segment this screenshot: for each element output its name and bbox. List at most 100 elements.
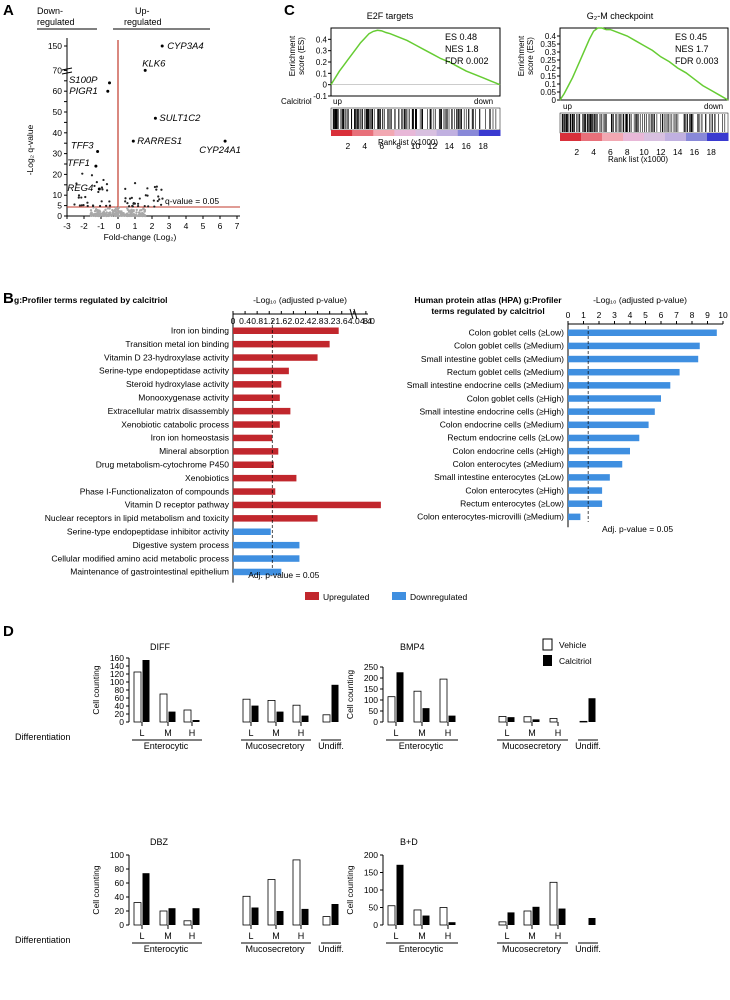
volcano-point (142, 207, 145, 211)
gene-label: CYP24A1 (199, 145, 241, 156)
gprofiler-term: Transition metal ion binding (125, 339, 229, 349)
volcano-point (124, 200, 127, 203)
hpa-xtick-label: 0 (566, 310, 571, 320)
gsea-rank-gradient (457, 130, 480, 136)
bar-calcitriol (142, 873, 150, 925)
volcano-point (90, 174, 94, 177)
hpa-term: Small intestine endocrine cells (≥Medium… (407, 380, 564, 390)
d-ytick-label: 100 (110, 850, 124, 860)
volcano-ylabel: -Log₂ q-value (25, 124, 35, 175)
panel-letter-a: A (3, 2, 14, 19)
bar-vehicle (439, 907, 448, 926)
d-xtick-label: M (418, 931, 426, 941)
hpa-term: Colon enterocytes-microvilli (≥Medium) (417, 512, 564, 522)
volcano-point (155, 188, 158, 191)
volcano-point (117, 206, 120, 210)
gsea-ytick-label: 0 (552, 96, 557, 105)
volcano-point (98, 210, 102, 213)
gsea-xtick-label: 12 (656, 147, 666, 157)
hpa-chart: Human protein atlas (HPA) g:Profiler ter… (407, 295, 728, 534)
hpa-term: Small intestine enterocytes (≥Low) (434, 472, 564, 482)
d-xtick-label: H (189, 728, 196, 738)
gprofiler-term: Steroid hydroxylase activity (126, 379, 230, 389)
volcano-gene-point (223, 139, 227, 143)
bar-vehicle (387, 905, 396, 926)
down-label-2: regulated (37, 17, 75, 27)
volcano-point (93, 184, 96, 188)
gsea-xtick-label: 4 (362, 141, 367, 151)
gprofiler-xtick-label: 0.8 (251, 316, 263, 326)
legend-vehicle-swatch (542, 638, 553, 651)
volcano-point (108, 200, 111, 203)
gsea-ytick-label: 0.2 (316, 58, 328, 67)
d-ylabel: Cell counting (91, 665, 101, 714)
bar-calcitriol (507, 912, 515, 925)
d-ylabel: Cell counting (345, 865, 355, 914)
volcano-gene-point (97, 187, 101, 191)
volcano-point (153, 185, 157, 189)
bar-calcitriol (588, 918, 596, 925)
volcano-point (80, 196, 83, 199)
d-ytick-label: 140 (110, 661, 124, 671)
gsea-xtick-label: 18 (706, 147, 716, 157)
gprofiler-xtick-label: 2.4 (300, 316, 312, 326)
gprofiler-chart: g:Profiler terms regulated by calcitriol… (14, 295, 381, 583)
volcano-point (105, 204, 108, 207)
gsea-xtick-label: 8 (625, 147, 630, 157)
volcano-point (158, 198, 161, 201)
gsea-e2f-xlabel: Rank list (x1000) (378, 138, 438, 147)
gsea-xtick-label: 16 (461, 141, 471, 151)
volcano-xtick-label: -2 (80, 221, 88, 231)
volcano-point (157, 195, 160, 198)
gprofiler-term: Digestive system process (133, 540, 229, 550)
legend-vehicle-label: Vehicle (559, 640, 587, 650)
gprofiler-bar (233, 555, 300, 562)
gprofiler-term: Extracellular matrix disassembly (108, 406, 230, 416)
enterocytic-label: Enterocytic (144, 741, 189, 751)
volcano-point (141, 214, 145, 217)
hpa-bar (568, 500, 603, 507)
bar-vehicle (387, 696, 396, 723)
volcano-point (103, 212, 106, 215)
gprofiler-term: Serine-type endopeptidase activity (99, 366, 230, 376)
legend-down-label: Downregulated (410, 592, 467, 602)
volcano-point (144, 194, 147, 197)
gsea-ytick-label: 0.25 (540, 56, 556, 65)
gsea-e2f-ylabel-2: score (ES) (297, 37, 306, 75)
hpa-term: Small intestine goblet cells (≥Medium) (421, 354, 564, 364)
volcano-point (120, 213, 123, 216)
volcano-point (111, 211, 114, 214)
volcano-point (123, 213, 126, 217)
enterocytic-label: Enterocytic (399, 741, 444, 751)
gsea-xtick-label: 6 (379, 141, 384, 151)
undiff-label: Undiff. (318, 741, 344, 751)
axis-break (349, 308, 354, 320)
hpa-bar (568, 513, 581, 521)
d-xtick-label: L (139, 931, 144, 941)
gsea-e2f-ylabel-1: Enrichment (288, 35, 297, 76)
gsea-ytick-label: 0.05 (540, 88, 556, 97)
volcano-point (93, 214, 96, 217)
gprofiler-xtick-label: 3.2 (324, 316, 336, 326)
gsea-stat: FDR 0.003 (675, 56, 719, 66)
d-xtick-label: M (164, 931, 172, 941)
gprofiler-term: Iron ion homeostasis (151, 433, 229, 443)
gsea-rank-gradient (352, 130, 374, 136)
d-ytick-label: 120 (110, 669, 124, 679)
mucosecretory-label: Mucosecretory (502, 741, 562, 751)
gprofiler-xtick-label: 4.0 (348, 316, 360, 326)
hpa-xtick-label: 3 (612, 310, 617, 320)
bar-vehicle (322, 714, 331, 723)
bar-calcitriol (276, 911, 284, 925)
gsea-rank-gradient (394, 130, 416, 136)
d-ytick-label: 50 (369, 706, 379, 716)
undiff-label: Undiff. (575, 944, 601, 954)
hpa-term: Small intestine endocrine cells (≥High) (419, 406, 564, 416)
volcano-point (75, 182, 78, 185)
differentiation-label: Differentiation (15, 732, 70, 742)
volcano-xtick-label: 4 (184, 221, 189, 231)
d-xtick-label: H (555, 728, 562, 738)
bar-calcitriol (192, 720, 200, 722)
bar-calcitriol (168, 711, 176, 722)
